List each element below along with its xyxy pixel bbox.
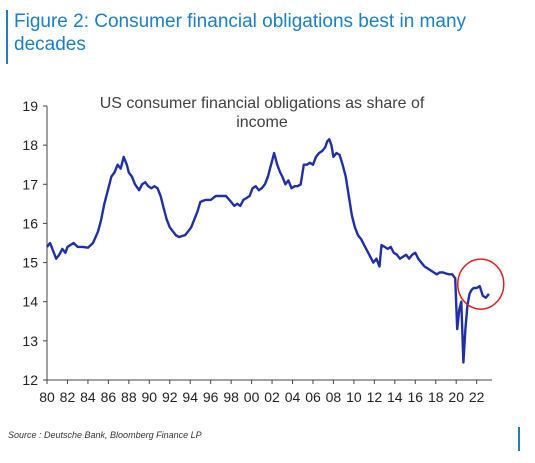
x-tick-label: 90 — [142, 389, 158, 405]
x-axis: 80 82 84 86 88 90 92 94 96 98 00 02 04 06 08 10 12 14 16 18… — [39, 379, 492, 405]
x-tick-label: 84 — [80, 389, 96, 405]
chart-title-text: US consumer financial obligations as sha… — [100, 95, 425, 131]
chart-title-line-2: income — [236, 114, 288, 131]
x-tick-label: 06 — [305, 389, 321, 405]
x-tick-label: 86 — [101, 389, 117, 405]
source-note: Source : Deutsche Bank, Bloomberg Financ… — [8, 430, 202, 440]
x-tick-label: 82 — [60, 389, 76, 405]
annotation-group — [456, 258, 505, 310]
x-tick-label: 92 — [162, 389, 178, 405]
x-tick-label: 10 — [346, 389, 362, 405]
y-tick-label: 15 — [22, 255, 38, 271]
x-tick-label: 18 — [428, 389, 444, 405]
y-tick-label: 17 — [22, 176, 38, 192]
x-tick-label: 12 — [367, 389, 383, 405]
x-tick-label: 94 — [182, 389, 198, 405]
x-tick-label: 04 — [285, 389, 301, 405]
x-tick-label: 20 — [448, 389, 464, 405]
x-tick-label: 88 — [121, 389, 137, 405]
y-tick-label: 14 — [22, 294, 38, 310]
x-tick-label: 00 — [244, 389, 260, 405]
y-tick-label: 19 — [22, 98, 38, 114]
x-tick-label: 14 — [387, 389, 403, 405]
series-line — [46, 138, 490, 364]
title-rule-tick — [6, 56, 8, 64]
figure-title: Figure 2: Consumer financial obligations… — [6, 10, 519, 64]
y-axis: 12 13 14 15 16 17 18 19 — [22, 98, 48, 388]
y-tick-label: 16 — [22, 215, 38, 231]
figure-title-text: Figure 2: Consumer financial obligations… — [14, 11, 467, 55]
x-tick-label: 16 — [407, 389, 423, 405]
x-tick-label: 22 — [469, 389, 485, 405]
chart-title-line-1: US consumer financial obligations as sha… — [100, 95, 425, 112]
footer-rule — [518, 427, 520, 451]
x-tick-label: 96 — [203, 389, 219, 405]
x-tick-label: 08 — [326, 389, 342, 405]
highlight-circle — [456, 258, 505, 310]
chart-title: US consumer financial obligations as sha… — [100, 95, 425, 131]
x-tick-label: 02 — [264, 389, 280, 405]
x-tick-label: 98 — [223, 389, 239, 405]
x-tick-label: 80 — [39, 389, 55, 405]
y-tick-label: 13 — [22, 333, 38, 349]
series-group — [46, 138, 490, 364]
y-tick-label: 12 — [22, 372, 38, 388]
y-tick-label: 18 — [22, 137, 38, 153]
